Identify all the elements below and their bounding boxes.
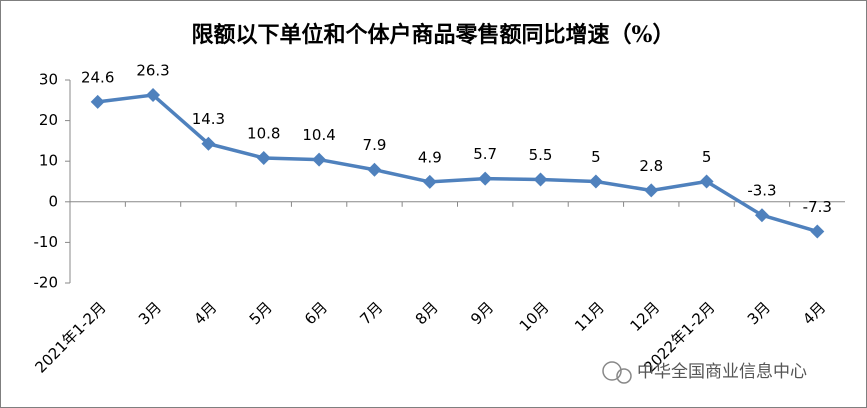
data-label: -7.3 <box>803 198 832 216</box>
marker <box>644 183 659 198</box>
marker <box>201 136 216 151</box>
data-label: -3.3 <box>747 182 776 200</box>
y-tick-label: 30 <box>39 71 58 89</box>
data-label: 5 <box>702 148 712 166</box>
marker <box>699 174 714 189</box>
y-tick-label: 20 <box>39 111 58 129</box>
y-tick-label: -20 <box>34 274 59 292</box>
data-label: 5 <box>591 148 601 166</box>
data-label: 5.5 <box>529 146 553 164</box>
data-label: 24.6 <box>81 68 114 86</box>
data-label: 4.9 <box>418 148 442 166</box>
data-label: 26.3 <box>136 62 169 80</box>
data-label: 2.8 <box>639 157 663 175</box>
marker <box>422 174 437 189</box>
marker <box>146 88 161 103</box>
marker <box>588 174 603 189</box>
data-label: 14.3 <box>192 110 225 128</box>
marker <box>90 94 105 109</box>
marker <box>367 162 382 177</box>
marker <box>478 171 493 186</box>
data-label: 10.4 <box>302 126 335 144</box>
watermark: 中华全国商业信息中心 <box>637 362 807 382</box>
line <box>97 93 818 234</box>
data-label: 10.8 <box>247 124 280 142</box>
data-label: 7.9 <box>363 136 387 154</box>
data-label: 5.7 <box>473 145 497 163</box>
chart-title: 限额以下单位和个体户商品零售额同比增速（%） <box>192 22 675 48</box>
marker <box>754 208 769 223</box>
marker <box>533 172 548 187</box>
marker <box>312 152 327 167</box>
y-tick-label: -10 <box>34 233 59 251</box>
y-tick-label: 10 <box>39 152 58 170</box>
marker <box>256 150 271 165</box>
watermark-icon <box>602 361 632 384</box>
y-tick-label: 0 <box>48 192 58 210</box>
marker <box>810 224 825 239</box>
